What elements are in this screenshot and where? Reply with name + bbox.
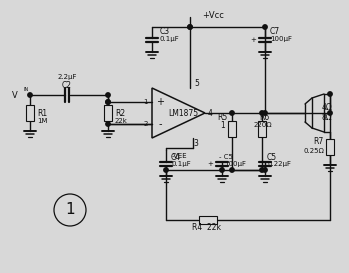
Text: 1: 1 (143, 99, 148, 105)
Circle shape (260, 168, 264, 172)
Circle shape (230, 111, 234, 115)
Text: IN: IN (24, 87, 29, 92)
Text: - C5: - C5 (219, 154, 233, 160)
Text: R1: R1 (37, 108, 47, 117)
Circle shape (328, 111, 332, 115)
Circle shape (230, 168, 234, 172)
Text: -: - (158, 119, 162, 129)
Bar (199, 216, 217, 224)
Text: C3: C3 (160, 28, 170, 37)
Text: +Vcc: +Vcc (202, 10, 224, 19)
Text: -VEE: -VEE (172, 153, 188, 159)
Text: R6: R6 (259, 114, 269, 123)
Bar (104, 105, 112, 121)
Text: R5: R5 (217, 114, 227, 123)
Text: C4: C4 (171, 153, 181, 162)
Text: 100μF: 100μF (224, 161, 246, 167)
Circle shape (220, 168, 224, 172)
Text: 0.22μF: 0.22μF (267, 161, 291, 167)
Circle shape (263, 111, 267, 115)
Text: 1M: 1M (37, 118, 47, 124)
Bar (258, 121, 266, 137)
Circle shape (106, 100, 110, 104)
Text: LM1875: LM1875 (169, 108, 199, 117)
Text: 8Ω: 8Ω (322, 114, 332, 123)
Text: +: + (156, 97, 164, 107)
Text: C2: C2 (62, 81, 72, 90)
Text: 3: 3 (193, 140, 198, 149)
Text: R2: R2 (115, 108, 125, 117)
Text: 5: 5 (194, 79, 199, 88)
Text: +: + (207, 161, 213, 167)
Text: 1: 1 (221, 120, 225, 129)
Bar (228, 121, 236, 137)
Circle shape (328, 92, 332, 96)
Text: 4: 4 (208, 108, 213, 117)
Text: R7: R7 (313, 138, 323, 147)
Text: +: + (250, 37, 256, 43)
Text: V: V (12, 91, 18, 99)
Circle shape (263, 25, 267, 29)
Text: 22k: 22k (115, 118, 128, 124)
Circle shape (263, 168, 267, 172)
Circle shape (188, 25, 192, 29)
Text: 220Ω: 220Ω (254, 122, 272, 128)
Circle shape (106, 100, 110, 104)
Circle shape (260, 111, 264, 115)
Text: C7: C7 (270, 28, 280, 37)
Text: 1: 1 (65, 203, 75, 218)
Circle shape (164, 168, 168, 172)
Text: R4  22k: R4 22k (192, 224, 221, 233)
Text: C5: C5 (267, 153, 277, 162)
Circle shape (28, 93, 32, 97)
Bar (326, 139, 334, 155)
Text: 4Ω: 4Ω (322, 103, 332, 112)
Bar (26, 105, 34, 121)
Text: 0.25Ω: 0.25Ω (304, 148, 325, 154)
Text: 100μF: 100μF (270, 36, 292, 42)
Text: 2: 2 (144, 121, 148, 127)
Circle shape (106, 122, 110, 126)
Text: 2.2μF: 2.2μF (57, 74, 77, 80)
Circle shape (188, 25, 192, 29)
Circle shape (106, 93, 110, 97)
Text: 0.1μF: 0.1μF (160, 36, 180, 42)
Text: 0.1μF: 0.1μF (171, 161, 191, 167)
